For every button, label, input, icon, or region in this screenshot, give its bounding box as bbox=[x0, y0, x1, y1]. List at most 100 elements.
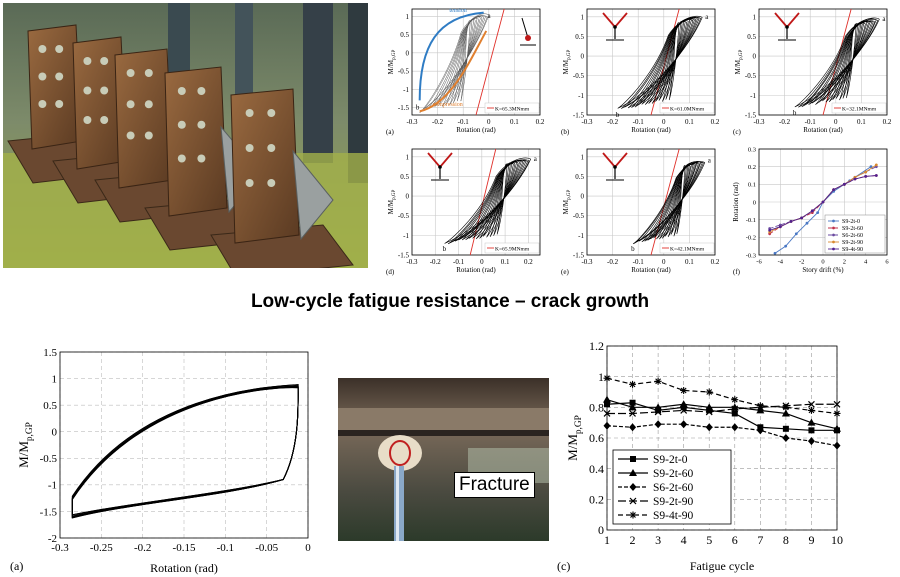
bolt-hole bbox=[38, 72, 47, 81]
point-a-label: a bbox=[534, 155, 538, 163]
series-point bbox=[805, 221, 809, 225]
bolt-hole bbox=[197, 87, 206, 95]
marker-square bbox=[629, 399, 636, 406]
x-tick-label: 0.1 bbox=[857, 118, 866, 126]
marker-x bbox=[808, 400, 815, 408]
stiffness-label: K=65.3MNmm bbox=[495, 107, 530, 113]
bolt-hole bbox=[144, 131, 153, 140]
series-point bbox=[800, 216, 804, 220]
series-point bbox=[773, 251, 777, 255]
x-tick-label: 4 bbox=[864, 259, 868, 266]
y-tick-label: -0.1 bbox=[746, 217, 756, 224]
chart-panel-e: -0.3 -0.2 -0.1 0 0.1 0.2 -1.5 -1 -0.5 0 0.5 1 a b K=42… bbox=[561, 148, 720, 276]
bolt-hole bbox=[177, 87, 186, 95]
bolt-hole bbox=[126, 100, 135, 109]
legend-entry: S6-2t-60 bbox=[653, 482, 694, 494]
bolt-hole bbox=[55, 72, 64, 81]
marker-star bbox=[833, 409, 841, 417]
y-tick-label: -1 bbox=[403, 86, 409, 94]
y-tick-label: 0.5 bbox=[575, 33, 584, 41]
y-tick-label: 0 bbox=[581, 193, 585, 201]
legend-entry: S9-2t-0 bbox=[842, 219, 860, 225]
y-tick-label: 1.2 bbox=[589, 339, 604, 353]
y-tick-label: 1 bbox=[598, 370, 604, 384]
x-tick-label: -0.3 bbox=[51, 542, 69, 554]
rotation-schematic bbox=[520, 17, 536, 46]
marker-x bbox=[705, 408, 713, 416]
y-tick-label: 0.8 bbox=[589, 401, 604, 415]
stiffness-legend-box bbox=[659, 242, 715, 254]
marker-star bbox=[654, 377, 662, 385]
y-tick-label: -0.5 bbox=[398, 212, 410, 220]
legend-entry: S9-2t-60 bbox=[842, 226, 863, 232]
schematic-brace-right bbox=[786, 12, 800, 28]
hysteresis-loop bbox=[815, 20, 871, 105]
y-tick-label: -1.5 bbox=[573, 251, 585, 259]
y-tick-label: -1.5 bbox=[398, 104, 410, 112]
x-tick-label: -0.1 bbox=[453, 258, 465, 266]
series-point bbox=[768, 228, 772, 232]
x-tick-label: 3 bbox=[655, 533, 661, 547]
x-tick-label: 0 bbox=[305, 542, 311, 554]
marker-square bbox=[782, 425, 789, 432]
x-tick-label: 0 bbox=[834, 118, 838, 126]
marker-star bbox=[731, 396, 739, 404]
x-tick-label: 0 bbox=[662, 258, 666, 266]
x-tick-label: 0.1 bbox=[685, 118, 694, 126]
legend-marker bbox=[832, 240, 835, 244]
series-point bbox=[864, 174, 868, 178]
x-tick-label: -0.2 bbox=[134, 542, 151, 554]
schematic-brace-left bbox=[602, 152, 616, 168]
marker-x bbox=[731, 405, 739, 413]
hysteresis-loop bbox=[71, 384, 299, 516]
series-point bbox=[789, 220, 793, 223]
marker-triangle bbox=[628, 403, 637, 411]
y-tick-label: 0.5 bbox=[400, 173, 409, 181]
y-tick-label: 0 bbox=[406, 49, 410, 57]
point-a-label: a bbox=[705, 13, 709, 21]
panel-label: (c) bbox=[557, 559, 570, 573]
x-tick-label: 6 bbox=[885, 259, 889, 266]
fracture-label: Fracture bbox=[454, 472, 535, 498]
marker-star bbox=[807, 406, 815, 414]
panel-label: (e) bbox=[561, 268, 569, 276]
series-point bbox=[784, 244, 788, 248]
bolt-hole bbox=[100, 57, 109, 65]
x-tick-label: -4 bbox=[778, 259, 784, 266]
vertical-plate bbox=[114, 48, 174, 189]
chart-bottom-c: 1 2 3 4 5 6 7 8 9 10 0 0.2 0.4 0.6 0.8 1 1.2 S9-2t-0 S9-2t… bbox=[557, 339, 843, 573]
legend-entry: S9-4t-90 bbox=[842, 247, 863, 253]
x-tick-label: -0.3 bbox=[581, 118, 593, 126]
tension-envelope bbox=[418, 11, 484, 101]
specimen-photo-drawing bbox=[3, 3, 368, 268]
x-tick-label: -0.1 bbox=[217, 542, 234, 554]
chart-panel-d: -0.3 -0.2 -0.1 0 0.1 0.2 -1.5 -1 -0.5 0 0.5 1 a b K=65… bbox=[386, 148, 541, 276]
y-axis-label: M/Mp,GP bbox=[387, 49, 397, 74]
marker-diamond bbox=[629, 483, 637, 491]
bolt-hole bbox=[245, 109, 254, 117]
hysteresis-loop bbox=[426, 15, 486, 110]
stiffness-label: K=32.1MNmm bbox=[842, 107, 877, 113]
x-axis-label: Rotation (rad) bbox=[456, 126, 496, 134]
panel-label: (a) bbox=[10, 559, 23, 573]
y-tick-label: 0.3 bbox=[748, 146, 756, 153]
point-a-label: a bbox=[708, 157, 712, 165]
tension-label: tension bbox=[449, 8, 466, 14]
series-point bbox=[810, 209, 814, 213]
schematic-member bbox=[521, 17, 529, 39]
y-tick-label: 0.5 bbox=[747, 33, 756, 41]
panel-label: (b) bbox=[561, 128, 570, 136]
marker-triangle bbox=[833, 424, 841, 432]
bolt-hole bbox=[38, 45, 47, 53]
marker-triangle bbox=[807, 418, 816, 426]
chart-bottom-a: -0.3 -0.25 -0.2 -0.15 -0.1 -0.05 0 -2 -1.5 -1 -0.5… bbox=[10, 347, 311, 575]
x-axis-label: Rotation (rad) bbox=[803, 126, 843, 134]
y-tick-label: 1 bbox=[753, 13, 757, 21]
series-point bbox=[874, 163, 878, 167]
stiffness-line bbox=[475, 8, 505, 116]
marker-x bbox=[654, 408, 662, 416]
x-tick-label: 0 bbox=[821, 259, 824, 266]
x-tick-label: -0.1 bbox=[458, 118, 470, 126]
y-tick-label: 1 bbox=[581, 153, 585, 161]
x-axis-label: Rotation (rad) bbox=[456, 266, 496, 274]
